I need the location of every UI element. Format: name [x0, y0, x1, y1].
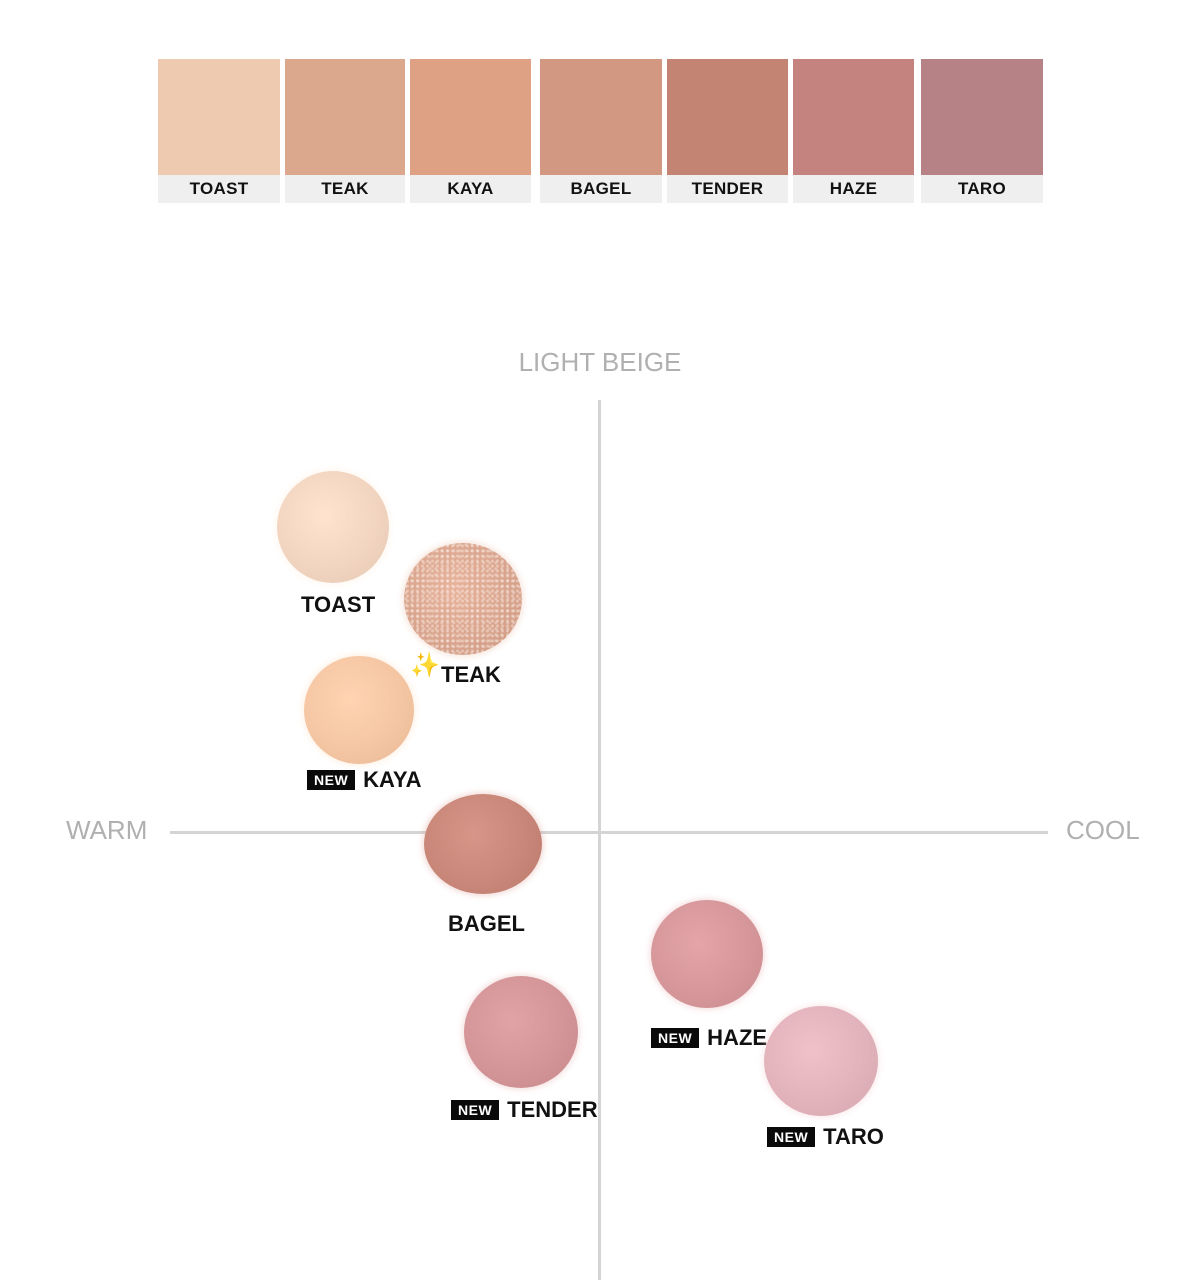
swatch-chip — [410, 59, 531, 175]
blob-label-bagel: BAGEL — [448, 911, 525, 937]
axis-title-top: LIGHT BEIGE — [518, 347, 682, 377]
swatch-taro: TARO — [921, 59, 1043, 205]
swatch-toast: TOAST — [158, 59, 280, 205]
swatch-chip — [540, 59, 662, 175]
swatch-label: BAGEL — [540, 175, 662, 203]
swatch-label: TENDER — [667, 175, 788, 203]
blob-name: BAGEL — [448, 911, 525, 936]
swatch-chip — [285, 59, 405, 175]
blob-name: TENDER — [507, 1097, 598, 1122]
blob-taro — [764, 1006, 878, 1116]
swatch-chip — [158, 59, 280, 175]
swatch-kaya: KAYA — [410, 59, 531, 205]
blob-tender — [464, 976, 578, 1088]
swatch-label: KAYA — [410, 175, 531, 203]
vertical-axis — [598, 400, 601, 1280]
new-badge: NEW — [451, 1100, 500, 1120]
blob-kaya — [304, 656, 414, 764]
swatch-tender: TENDER — [667, 59, 788, 205]
blob-label-tender: NEW TENDER — [451, 1097, 598, 1123]
swatch-bagel: BAGEL — [540, 59, 662, 205]
swatch-chip — [921, 59, 1043, 175]
blob-name: KAYA — [363, 767, 422, 792]
sparkle-icon: ✨ — [410, 652, 440, 679]
new-badge: NEW — [767, 1127, 816, 1147]
blob-haze — [651, 900, 763, 1008]
blob-bagel — [424, 794, 542, 894]
axis-title-left: WARM — [66, 815, 148, 845]
blob-label-teak: TEAK — [441, 662, 501, 688]
blob-label-taro: NEW TARO — [767, 1124, 884, 1150]
blob-label-toast: TOAST — [301, 592, 375, 618]
horizontal-axis — [170, 831, 1048, 834]
blob-name: TARO — [823, 1124, 884, 1149]
new-badge: NEW — [651, 1028, 700, 1048]
swatch-haze: HAZE — [793, 59, 914, 205]
blob-toast — [277, 471, 389, 583]
blob-name: TEAK — [441, 662, 501, 687]
swatch-label: HAZE — [793, 175, 914, 203]
swatch-teak: TEAK — [285, 59, 405, 205]
swatch-chip — [793, 59, 914, 175]
blob-label-haze: NEW HAZE — [651, 1025, 767, 1051]
swatch-chip — [667, 59, 788, 175]
blob-teak — [404, 543, 522, 655]
swatch-label: TEAK — [285, 175, 405, 203]
blob-label-kaya: NEW KAYA — [307, 767, 421, 793]
axis-title-right: COOL — [1066, 815, 1140, 845]
swatch-label: TARO — [921, 175, 1043, 203]
blob-name: TOAST — [301, 592, 376, 617]
new-badge: NEW — [307, 770, 356, 790]
blob-name: HAZE — [707, 1025, 768, 1050]
swatch-label: TOAST — [158, 175, 280, 203]
